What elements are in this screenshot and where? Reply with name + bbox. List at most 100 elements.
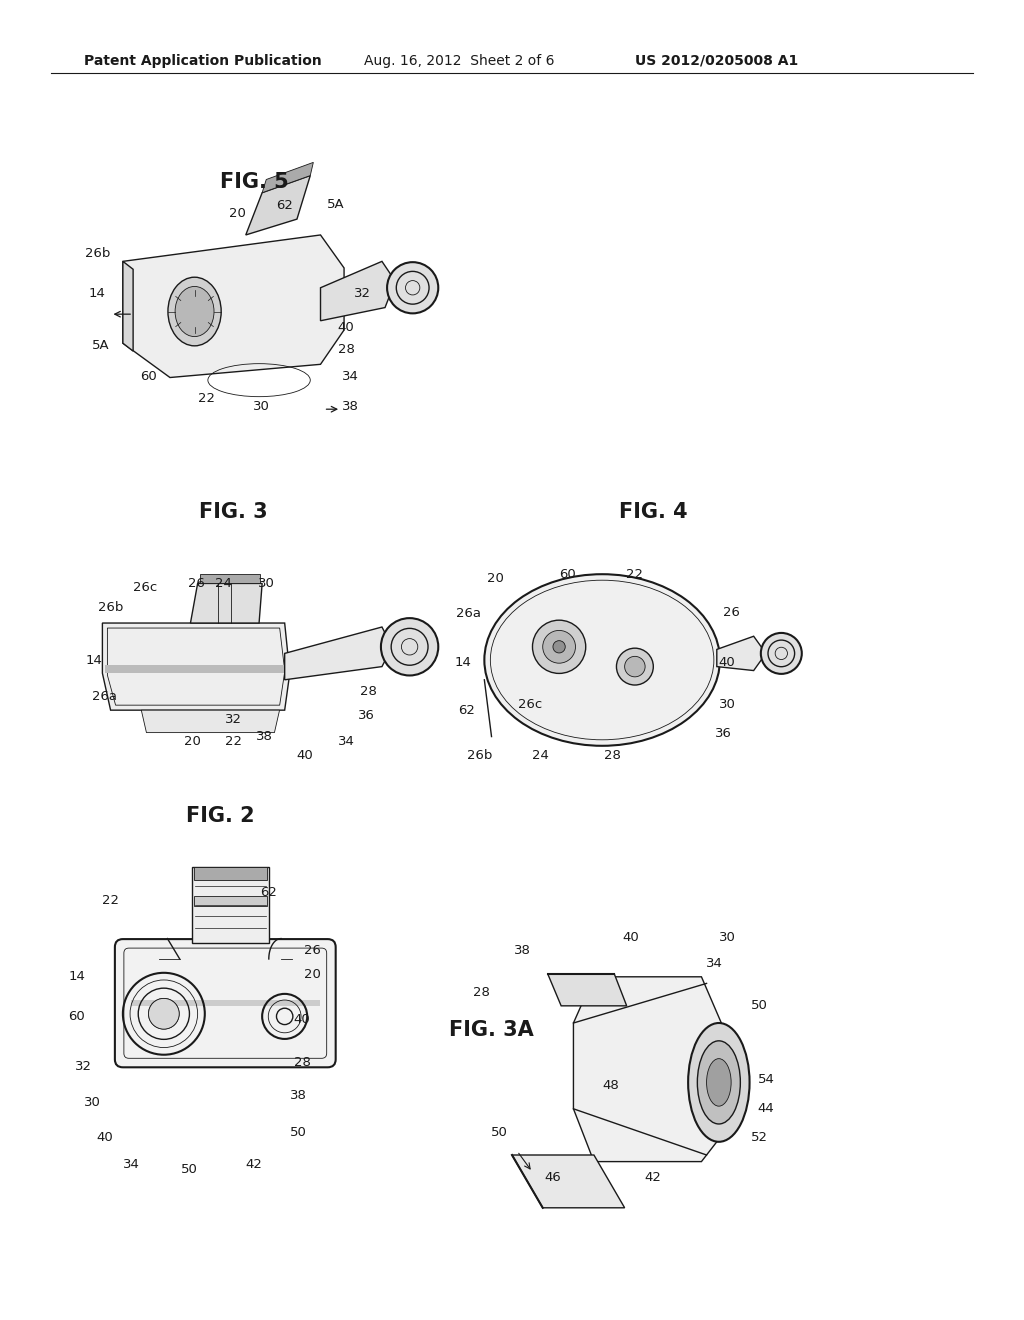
Text: 14: 14 xyxy=(86,653,102,667)
Text: 50: 50 xyxy=(181,1163,198,1176)
Text: 20: 20 xyxy=(304,968,321,981)
Text: 40: 40 xyxy=(294,1012,310,1026)
Polygon shape xyxy=(123,261,133,351)
Text: 26b: 26b xyxy=(98,601,123,614)
Text: 50: 50 xyxy=(752,999,768,1012)
Text: 38: 38 xyxy=(342,400,358,413)
Text: 62: 62 xyxy=(459,704,475,717)
Text: 30: 30 xyxy=(258,577,274,590)
Polygon shape xyxy=(717,636,766,671)
Circle shape xyxy=(381,618,438,676)
Text: 32: 32 xyxy=(354,286,371,300)
Text: 26c: 26c xyxy=(133,581,158,594)
Polygon shape xyxy=(573,977,727,1162)
Text: FIG. 3: FIG. 3 xyxy=(199,502,268,523)
Text: 40: 40 xyxy=(338,321,354,334)
Text: 20: 20 xyxy=(229,207,246,220)
Circle shape xyxy=(553,640,565,653)
Text: 26: 26 xyxy=(188,577,205,590)
Polygon shape xyxy=(141,710,280,733)
Ellipse shape xyxy=(175,286,214,337)
Polygon shape xyxy=(193,866,268,942)
Circle shape xyxy=(616,648,653,685)
Text: 26b: 26b xyxy=(467,748,492,762)
Text: 28: 28 xyxy=(604,748,621,762)
Text: 5A: 5A xyxy=(327,198,345,211)
Text: 28: 28 xyxy=(294,1056,310,1069)
Text: 60: 60 xyxy=(69,1010,85,1023)
Polygon shape xyxy=(194,896,267,907)
Text: Aug. 16, 2012  Sheet 2 of 6: Aug. 16, 2012 Sheet 2 of 6 xyxy=(364,54,554,67)
Ellipse shape xyxy=(707,1059,731,1106)
Text: 38: 38 xyxy=(514,944,530,957)
Text: 26: 26 xyxy=(723,606,739,619)
Text: 22: 22 xyxy=(225,735,242,748)
Ellipse shape xyxy=(688,1023,750,1142)
Text: FIG. 3A: FIG. 3A xyxy=(450,1019,534,1040)
Text: 48: 48 xyxy=(602,1078,618,1092)
Text: 54: 54 xyxy=(758,1073,774,1086)
Text: 46: 46 xyxy=(545,1171,561,1184)
Polygon shape xyxy=(285,627,392,680)
Text: 62: 62 xyxy=(260,886,276,899)
Text: 26c: 26c xyxy=(518,698,543,711)
Ellipse shape xyxy=(484,574,720,746)
Text: 14: 14 xyxy=(89,286,105,300)
Text: 22: 22 xyxy=(627,568,643,581)
Text: 26a: 26a xyxy=(92,690,117,704)
Text: 42: 42 xyxy=(645,1171,662,1184)
Text: 30: 30 xyxy=(719,698,735,711)
Text: 34: 34 xyxy=(342,370,358,383)
Text: 32: 32 xyxy=(225,713,242,726)
Polygon shape xyxy=(321,261,395,321)
Text: 26: 26 xyxy=(304,944,321,957)
Ellipse shape xyxy=(168,277,221,346)
Text: 36: 36 xyxy=(715,727,731,741)
Circle shape xyxy=(387,263,438,313)
Text: 50: 50 xyxy=(290,1126,306,1139)
Text: 32: 32 xyxy=(76,1060,92,1073)
Text: 60: 60 xyxy=(140,370,157,383)
Polygon shape xyxy=(123,235,344,378)
Circle shape xyxy=(148,998,179,1030)
Text: 52: 52 xyxy=(752,1131,768,1144)
Polygon shape xyxy=(246,176,310,235)
Text: 20: 20 xyxy=(184,735,201,748)
Polygon shape xyxy=(131,1001,319,1006)
Text: US 2012/0205008 A1: US 2012/0205008 A1 xyxy=(635,54,798,67)
Text: 22: 22 xyxy=(199,392,215,405)
Polygon shape xyxy=(102,623,290,710)
Text: 24: 24 xyxy=(532,748,549,762)
Text: 60: 60 xyxy=(559,568,575,581)
Text: 14: 14 xyxy=(455,656,471,669)
Text: 34: 34 xyxy=(707,957,723,970)
Text: 30: 30 xyxy=(253,400,269,413)
Text: 26b: 26b xyxy=(85,247,110,260)
Polygon shape xyxy=(200,574,260,583)
Text: 20: 20 xyxy=(487,572,504,585)
Text: 34: 34 xyxy=(338,735,354,748)
Text: 40: 40 xyxy=(297,748,313,762)
Text: FIG. 2: FIG. 2 xyxy=(185,805,255,826)
Text: 28: 28 xyxy=(473,986,489,999)
Text: 62: 62 xyxy=(276,199,293,213)
Text: 40: 40 xyxy=(96,1131,113,1144)
Text: 42: 42 xyxy=(246,1158,262,1171)
Text: 24: 24 xyxy=(215,577,231,590)
Text: 38: 38 xyxy=(256,730,272,743)
Text: 28: 28 xyxy=(338,343,354,356)
FancyBboxPatch shape xyxy=(115,939,336,1068)
Polygon shape xyxy=(105,665,287,673)
Polygon shape xyxy=(262,162,313,193)
Ellipse shape xyxy=(697,1040,740,1123)
Text: 28: 28 xyxy=(360,685,377,698)
Text: 44: 44 xyxy=(758,1102,774,1115)
Polygon shape xyxy=(512,1155,625,1208)
Text: 40: 40 xyxy=(623,931,639,944)
Text: 30: 30 xyxy=(719,931,735,944)
Circle shape xyxy=(543,631,575,663)
Polygon shape xyxy=(548,974,627,1006)
Text: FIG. 5: FIG. 5 xyxy=(219,172,289,193)
Text: FIG. 4: FIG. 4 xyxy=(618,502,688,523)
Circle shape xyxy=(761,632,802,675)
